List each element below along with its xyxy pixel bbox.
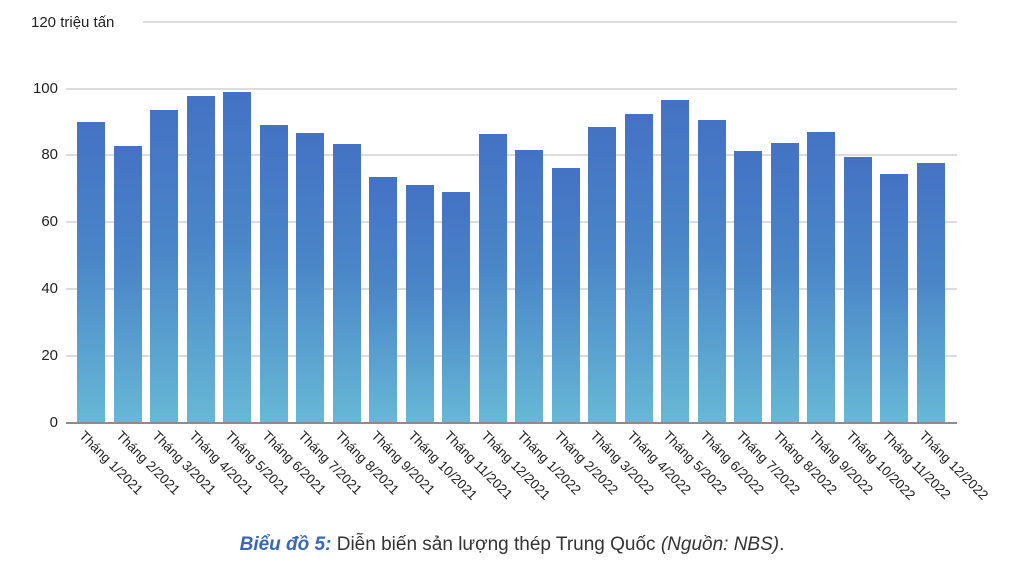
x-tick-label: Tháng 3/2022	[587, 428, 658, 498]
x-tick-label: Tháng 5/2021	[222, 428, 292, 498]
x-tick-label: Tháng 8/2021	[332, 428, 402, 498]
y-tick-label: 80	[41, 146, 58, 164]
bar	[478, 134, 507, 423]
x-tick-label: Tháng 9/2022	[806, 428, 877, 498]
caption-text: Diễn biến sản lượng thép Trung Quốc	[331, 534, 661, 555]
bar	[515, 150, 544, 423]
caption-source: (Nguồn: NBS)	[660, 534, 780, 555]
y-axis-title: 120 triệu tấn	[31, 14, 115, 31]
bar	[332, 144, 361, 423]
x-tick-label: Tháng 2/2021	[112, 428, 183, 498]
x-tick-label: Tháng 2/2022	[551, 428, 621, 498]
y-tick-label: 60	[41, 213, 58, 231]
x-tick-label: Tháng 9/2021	[368, 428, 439, 498]
gridline-80	[66, 154, 957, 157]
bar	[843, 157, 872, 423]
y-tick-label: 40	[41, 280, 58, 298]
bar	[734, 151, 763, 423]
x-tick-label: Tháng 4/2022	[624, 428, 694, 498]
bar	[624, 113, 653, 423]
bar	[77, 122, 105, 423]
bar	[588, 127, 617, 423]
x-tick-label: Tháng 6/2021	[258, 428, 329, 498]
bar	[442, 192, 471, 423]
y-tick-label: 0	[49, 414, 58, 431]
gridline-60	[66, 221, 957, 224]
x-tick-label: Tháng 6/2022	[697, 428, 767, 498]
bar	[770, 143, 799, 423]
gridline-20	[66, 355, 957, 358]
x-axis-line	[66, 422, 957, 424]
bar	[186, 95, 215, 423]
caption-end: .	[779, 534, 785, 555]
gridline-40	[66, 288, 957, 291]
x-tick-label: Tháng 4/2021	[185, 428, 256, 498]
bar	[259, 125, 288, 423]
x-tick-label: Tháng 1/2021	[76, 428, 146, 498]
x-tick-label: Tháng 1/2022	[514, 428, 585, 498]
bar	[697, 119, 726, 423]
figure-caption: Biểu đồ 5: Diễn biến sản lượng thép Trun…	[0, 534, 1024, 556]
y-tick-label: 100	[32, 79, 58, 97]
bar	[369, 177, 398, 423]
bar	[150, 109, 179, 423]
x-tick-label: Tháng 7/2021	[295, 428, 366, 498]
bar	[296, 133, 325, 423]
x-tick-label: Tháng 8/2022	[770, 428, 840, 498]
gridline-100	[66, 87, 957, 90]
bar	[223, 91, 252, 423]
caption-lead: Biểu đồ 5:	[239, 534, 332, 555]
bar	[551, 168, 580, 423]
y-tick-label: 20	[41, 347, 58, 365]
bar	[807, 132, 836, 423]
gridline-120	[143, 21, 957, 23]
x-tick-label: Tháng 5/2022	[660, 428, 731, 498]
x-tick-label: Tháng 7/2022	[733, 428, 804, 498]
bar	[405, 184, 434, 423]
bar	[113, 146, 142, 423]
x-tick-label: Tháng 3/2021	[149, 428, 219, 498]
bar	[916, 163, 945, 423]
bar	[880, 174, 909, 423]
bar	[661, 99, 690, 423]
